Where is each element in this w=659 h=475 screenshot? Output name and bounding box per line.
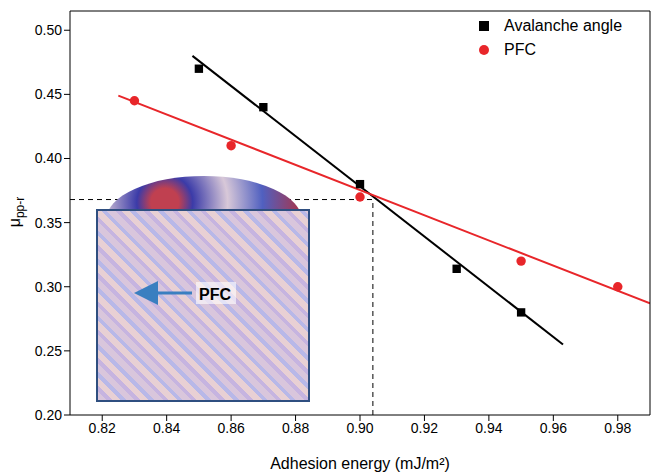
svg-text:0.35: 0.35 [35, 215, 62, 231]
svg-text:0.86: 0.86 [217, 420, 244, 436]
html-text:Avalanche angle: Avalanche angle [504, 17, 622, 34]
svg-text:μpp-r: μpp-r [6, 197, 27, 228]
svg-text:0.90: 0.90 [346, 420, 373, 436]
svg-text:0.82: 0.82 [89, 420, 116, 436]
svg-text:0.88: 0.88 [282, 420, 309, 436]
svg-text:0.84: 0.84 [153, 420, 180, 436]
svg-text:0.20: 0.20 [35, 407, 62, 423]
svg-text:0.40: 0.40 [35, 150, 62, 166]
svg-text:0.45: 0.45 [35, 86, 62, 102]
svg-text:0.50: 0.50 [35, 22, 62, 38]
svg-text:0.94: 0.94 [475, 420, 502, 436]
svg-text:0.30: 0.30 [35, 279, 62, 295]
svg-text:Adhesion energy (mJ/m²): Adhesion energy (mJ/m²) [270, 455, 450, 472]
svg-text:PFC: PFC [199, 286, 231, 303]
svg-text:0.96: 0.96 [540, 420, 567, 436]
svg-text:0.98: 0.98 [604, 420, 631, 436]
svg-text:0.25: 0.25 [35, 343, 62, 359]
svg-text:0.92: 0.92 [411, 420, 438, 436]
html-text:PFC: PFC [504, 41, 536, 58]
